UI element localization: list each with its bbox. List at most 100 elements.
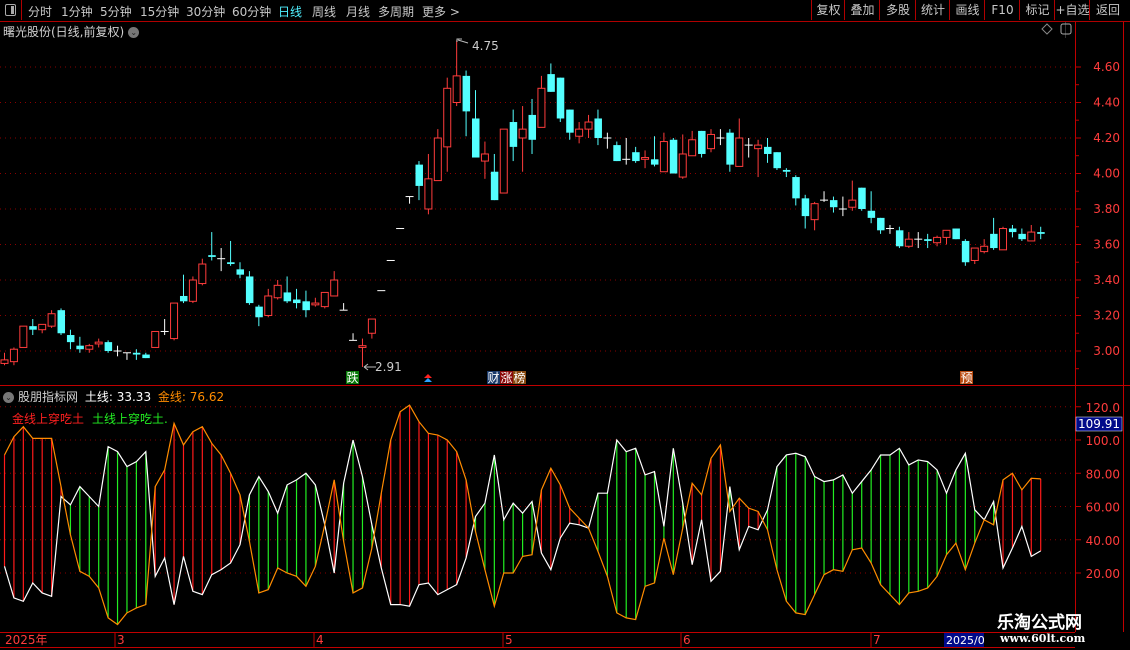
candle-down xyxy=(867,210,876,218)
marker-badge[interactable] xyxy=(346,371,359,384)
candle-down xyxy=(104,342,113,351)
candle-up xyxy=(810,203,819,221)
candle-down xyxy=(1018,233,1026,240)
candle-down xyxy=(236,269,244,275)
toolbar-button[interactable]: +自选 xyxy=(1054,0,1090,20)
candle-down xyxy=(764,146,772,154)
candle-down xyxy=(1037,232,1045,234)
up-arrow-icon[interactable] xyxy=(424,378,432,382)
price-tick-label: 3.40 xyxy=(1093,273,1120,287)
candle-down xyxy=(594,118,602,138)
marker-badge[interactable] xyxy=(513,371,526,384)
candle-up xyxy=(188,279,197,302)
candle-down xyxy=(792,177,800,199)
candle-up xyxy=(584,121,593,130)
candle-up xyxy=(735,137,744,167)
period-tab[interactable]: 更多 > xyxy=(422,5,460,19)
candle-down xyxy=(528,114,537,140)
period-tab[interactable]: 1分钟 xyxy=(61,5,93,19)
candle-down xyxy=(547,74,555,92)
period-tab[interactable]: 60分钟 xyxy=(232,5,272,19)
toolbar-button[interactable]: 复权 xyxy=(811,0,845,20)
low-arrow-icon xyxy=(363,363,376,371)
period-tab[interactable]: 30分钟 xyxy=(186,5,226,19)
candle-down xyxy=(650,159,659,165)
stock-title: 曙光股份(日线,前复权) xyxy=(3,25,125,39)
candle-down xyxy=(179,295,188,302)
toolbar-button[interactable]: 叠加 xyxy=(844,0,880,20)
marker-text[interactable]: 财 xyxy=(487,371,499,385)
marker-badge[interactable] xyxy=(487,371,500,384)
candle-down xyxy=(990,233,998,249)
period-tab[interactable]: 5分钟 xyxy=(100,5,132,19)
toolbar-button[interactable]: 画线 xyxy=(949,0,985,20)
candle-down xyxy=(509,122,518,147)
indicator-tick-label: 100.0 xyxy=(1086,434,1120,448)
candle-up xyxy=(1027,231,1036,242)
panel-toggle-icon[interactable] xyxy=(0,0,22,20)
toolbar-button[interactable]: 标记 xyxy=(1019,0,1055,20)
candle-down xyxy=(924,239,932,241)
candle-down xyxy=(66,335,75,343)
period-tab[interactable]: 15分钟 xyxy=(140,5,180,19)
toolbar-button[interactable]: 返回 xyxy=(1089,0,1126,20)
candle-up xyxy=(47,313,56,327)
marker-text[interactable]: 榜 xyxy=(513,370,525,385)
candle-up xyxy=(367,318,376,334)
candle-up xyxy=(659,141,668,173)
toolbar-button[interactable]: 多股 xyxy=(879,0,916,20)
candle-up xyxy=(754,144,763,150)
marker-text[interactable]: 涨 xyxy=(500,370,512,385)
candle-up xyxy=(273,284,282,299)
candle-up xyxy=(311,302,320,306)
candle-up xyxy=(641,157,650,160)
indicator-tick-label: 60.00 xyxy=(1086,501,1120,515)
period-tab[interactable]: 多周期 xyxy=(378,5,415,19)
marker-badge[interactable] xyxy=(500,371,513,384)
candle-up xyxy=(707,133,715,150)
candle-up xyxy=(980,245,989,253)
watermark-logo: 乐淘公式网 xyxy=(997,613,1082,633)
chevron-down-icon[interactable]: ⌄ xyxy=(128,27,140,38)
candle-down xyxy=(782,169,791,172)
candle-up xyxy=(933,236,942,244)
marker-text[interactable]: 跌 xyxy=(346,370,358,385)
candle-up xyxy=(942,229,951,238)
period-tab[interactable]: 日线 xyxy=(278,5,303,19)
date-label: 7 xyxy=(873,633,881,647)
indicator-name[interactable]: 股朋指标网 xyxy=(18,390,79,404)
candle-down xyxy=(293,299,301,304)
toolbar-button[interactable]: F10 xyxy=(984,0,1020,20)
candle-up xyxy=(320,291,329,308)
candle-down xyxy=(669,139,678,174)
candle-down xyxy=(801,198,810,217)
candle-up xyxy=(38,323,47,331)
candle-up xyxy=(443,87,452,148)
candle-down xyxy=(29,326,37,330)
candle-up xyxy=(537,87,546,128)
toolbar-button[interactable]: 统计 xyxy=(915,0,950,20)
candle-down xyxy=(726,132,734,165)
candle-down xyxy=(952,228,960,240)
indicator-header: ⌄ 股朋指标网 土线: 33.33 金线: 76.62 xyxy=(3,388,224,405)
up-arrow-icon[interactable] xyxy=(424,374,432,378)
candle-down xyxy=(208,255,216,257)
candle-up xyxy=(848,199,857,208)
date-label: 2025年 xyxy=(5,633,48,647)
period-tab[interactable]: 月线 xyxy=(346,5,371,19)
period-tab[interactable]: 周线 xyxy=(312,5,337,19)
candle-up xyxy=(575,128,584,137)
marker-badge[interactable] xyxy=(960,371,973,384)
period-tab[interactable]: 分时 xyxy=(28,5,53,19)
price-tick-label: 3.20 xyxy=(1093,309,1120,323)
marker-text[interactable]: 预 xyxy=(960,371,972,385)
chevron-down-icon[interactable]: ⌄ xyxy=(3,392,14,403)
candle-up xyxy=(85,345,94,350)
indicator-tick-label: 40.00 xyxy=(1086,534,1120,548)
price-tick-label: 3.60 xyxy=(1093,238,1120,252)
diamond-icon[interactable] xyxy=(1041,23,1053,35)
earth-label: 土线: xyxy=(84,390,113,404)
candle-up xyxy=(999,228,1008,251)
layout-icon[interactable] xyxy=(1060,23,1072,35)
